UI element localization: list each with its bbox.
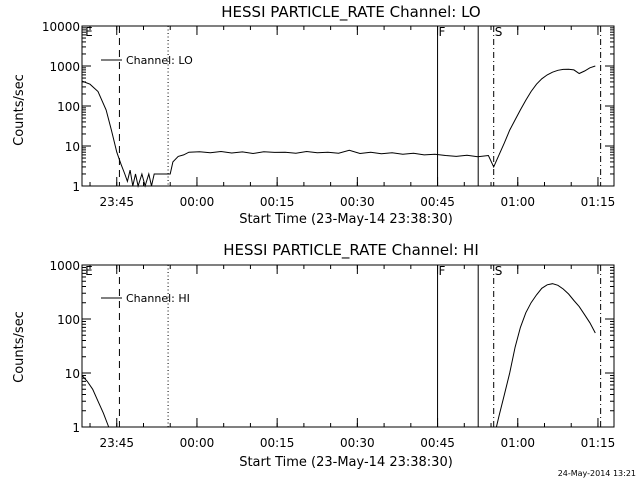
hi-x-tick-label: 23:45	[99, 436, 134, 450]
lo-x-tick-label: 23:45	[99, 195, 134, 209]
hi-y-tick-label: 1	[72, 421, 80, 435]
hi-chart-title: HESSI PARTICLE_RATE Channel: HI	[223, 241, 479, 260]
lo-legend-label: Channel: LO	[126, 54, 193, 67]
lo-x-tick-label: 00:15	[260, 195, 295, 209]
lo-marker-label: F	[439, 25, 446, 39]
hi-x-tick-label: 00:00	[180, 436, 215, 450]
hi-rate-line-0	[81, 375, 110, 428]
hi-x-tick-label: 00:45	[420, 436, 455, 450]
hi-legend: Channel: HI	[101, 292, 190, 305]
hi-plot-frame	[81, 264, 615, 428]
lo-chart-title: HESSI PARTICLE_RATE Channel: LO	[221, 3, 480, 22]
lo-y-tick-label: 100	[57, 100, 80, 114]
hi-y-tick-label: 100	[57, 313, 80, 327]
lo-x-tick-label: 01:15	[581, 195, 616, 209]
lo-y-tick-label: 1	[72, 180, 80, 194]
lo-y-tick-label: 10000	[42, 20, 80, 34]
lo-channel-panel: HESSI PARTICLE_RATE Channel: LO Counts/s…	[12, 3, 615, 227]
timestamp: 24-May-2014 13:21	[558, 469, 636, 478]
hi-rate-line-1	[495, 283, 596, 428]
lo-y-tick-label: 10	[65, 140, 80, 154]
hi-marker-label: F	[439, 264, 446, 278]
lo-x-axis-label: Start Time (23-May-14 23:38:30)	[239, 212, 453, 227]
lo-plot-frame	[81, 25, 615, 187]
lo-x-tick-label: 01:00	[500, 195, 535, 209]
hi-y-axis-label: Counts/sec	[12, 311, 27, 383]
lo-x-tick-label: 00:45	[420, 195, 455, 209]
hi-y-tick-label: 1000	[49, 259, 80, 273]
hi-x-tick-label: 00:30	[340, 436, 375, 450]
hi-marker-label: E	[85, 264, 93, 278]
hi-x-tick-label: 01:00	[500, 436, 535, 450]
lo-y-axis-label: Counts/sec	[12, 74, 27, 146]
lo-rate-line-0	[81, 65, 596, 188]
hi-legend-label: Channel: HI	[126, 292, 190, 305]
hi-marker-label: S	[495, 264, 503, 278]
lo-y-tick-label: 1000	[49, 60, 80, 74]
hi-x-axis-label: Start Time (23-May-14 23:38:30)	[239, 455, 453, 470]
hi-x-tick-label: 01:15	[581, 436, 616, 450]
hi-x-tick-label: 00:15	[260, 436, 295, 450]
lo-x-tick-label: 00:30	[340, 195, 375, 209]
hi-channel-panel: HESSI PARTICLE_RATE Channel: HI Counts/s…	[12, 241, 615, 470]
hi-y-tick-label: 10	[65, 367, 80, 381]
lo-x-tick-label: 00:00	[180, 195, 215, 209]
lo-marker-label: E	[85, 25, 93, 39]
lo-legend: Channel: LO	[101, 54, 193, 67]
lo-marker-label: S	[495, 25, 503, 39]
